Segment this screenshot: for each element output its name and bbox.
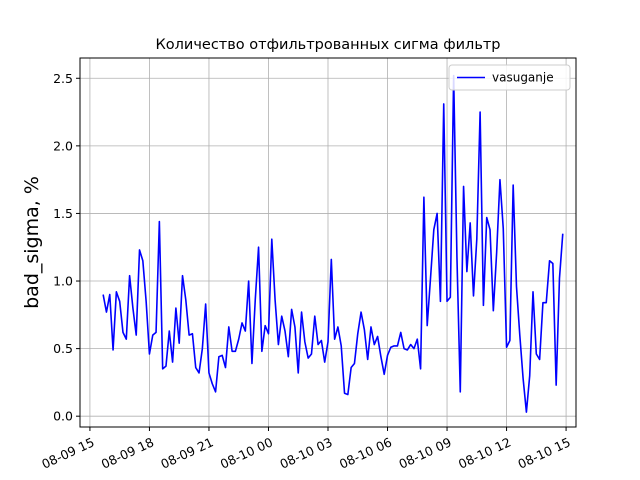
series-line-vasuganje xyxy=(102,74,564,413)
y-axis-label: bad_sigma, % xyxy=(21,176,43,309)
legend: vasuganje xyxy=(448,64,571,91)
y-tick-label: 0.5 xyxy=(53,341,73,356)
y-tick-label: 1.0 xyxy=(53,274,73,289)
y-tick-label: 2.0 xyxy=(53,138,73,153)
y-tick-label: 2.5 xyxy=(53,71,73,86)
chart-title: Количество отфильтрованных сигма фильтр xyxy=(155,37,500,53)
series-lines xyxy=(102,74,564,413)
y-tick-label: 1.5 xyxy=(53,206,73,221)
y-tick-label: 0.0 xyxy=(53,409,73,424)
legend-box xyxy=(448,64,571,91)
grid-lines xyxy=(80,58,576,427)
legend-label: vasuganje xyxy=(492,71,554,85)
